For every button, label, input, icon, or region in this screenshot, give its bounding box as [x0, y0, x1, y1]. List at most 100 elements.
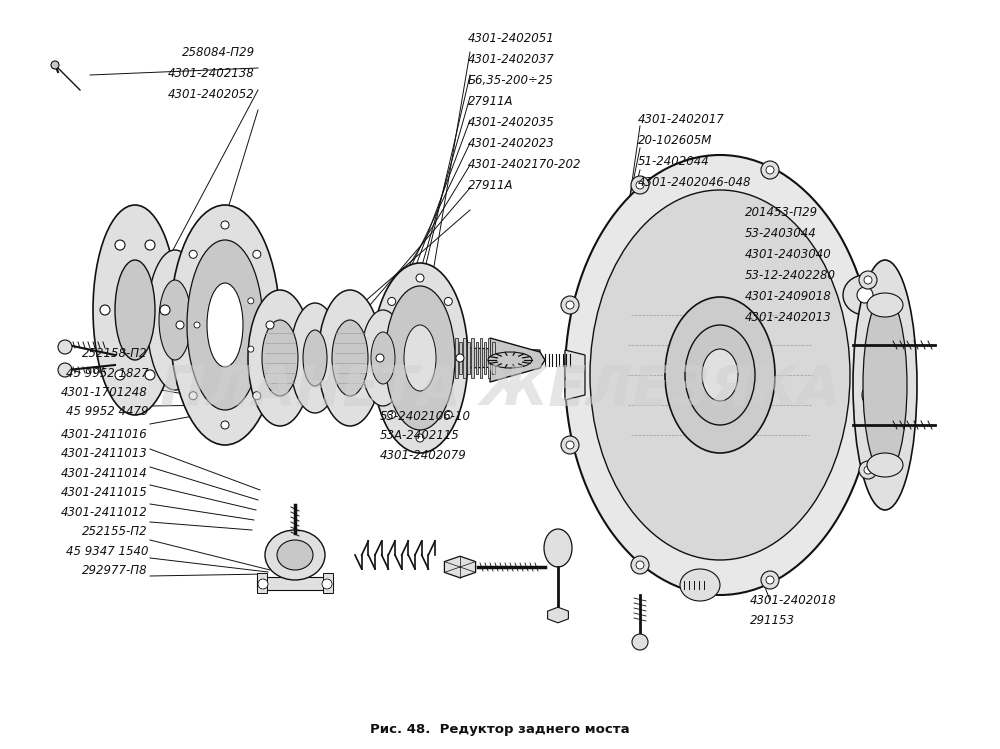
- Ellipse shape: [404, 325, 436, 391]
- Text: 4301-2402035: 4301-2402035: [468, 116, 555, 130]
- Text: 4301-2402013: 4301-2402013: [745, 311, 832, 324]
- Text: 4301-2402046-048: 4301-2402046-048: [638, 176, 752, 189]
- Text: 53А-2402115: 53А-2402115: [380, 429, 460, 443]
- Ellipse shape: [864, 276, 872, 284]
- Text: 4301-2411016: 4301-2411016: [61, 428, 148, 441]
- Ellipse shape: [561, 296, 579, 314]
- Text: 51-2402044: 51-2402044: [638, 155, 710, 169]
- Polygon shape: [257, 573, 267, 593]
- Text: 4301-2402052: 4301-2402052: [168, 88, 255, 101]
- Polygon shape: [565, 350, 585, 400]
- Ellipse shape: [207, 283, 243, 367]
- Ellipse shape: [859, 461, 877, 479]
- Text: 4301-2402017: 4301-2402017: [638, 113, 725, 127]
- Text: 53-2403044: 53-2403044: [745, 227, 817, 240]
- Ellipse shape: [93, 205, 177, 415]
- Text: 45 9952 4479: 45 9952 4479: [66, 405, 148, 419]
- Ellipse shape: [58, 340, 72, 354]
- Ellipse shape: [253, 392, 261, 400]
- Text: 4301-2402170-202: 4301-2402170-202: [468, 158, 582, 172]
- Ellipse shape: [221, 221, 229, 229]
- Text: 45 9347 1540: 45 9347 1540: [66, 545, 148, 558]
- Text: 201453-П29: 201453-П29: [745, 206, 818, 219]
- Ellipse shape: [416, 434, 424, 442]
- Ellipse shape: [388, 410, 396, 419]
- Ellipse shape: [194, 322, 200, 328]
- Ellipse shape: [332, 320, 368, 396]
- Ellipse shape: [685, 325, 755, 425]
- Ellipse shape: [189, 392, 197, 400]
- Text: Рис. 48.  Редуктор заднего моста: Рис. 48. Редуктор заднего моста: [370, 723, 630, 736]
- Text: 53-12-2402280: 53-12-2402280: [745, 269, 836, 282]
- Ellipse shape: [170, 205, 280, 445]
- Text: 292977-П8: 292977-П8: [82, 564, 148, 577]
- Ellipse shape: [159, 280, 191, 360]
- Ellipse shape: [863, 295, 907, 475]
- Ellipse shape: [372, 263, 468, 453]
- Text: 4301-2403040: 4301-2403040: [745, 248, 832, 261]
- Ellipse shape: [680, 569, 720, 601]
- Ellipse shape: [147, 250, 203, 390]
- Ellipse shape: [544, 529, 572, 567]
- Ellipse shape: [761, 571, 779, 589]
- Ellipse shape: [303, 330, 327, 386]
- Bar: [488, 338, 490, 378]
- Ellipse shape: [58, 363, 72, 377]
- Ellipse shape: [565, 155, 875, 595]
- Ellipse shape: [857, 287, 873, 303]
- Ellipse shape: [561, 436, 579, 454]
- Ellipse shape: [253, 250, 261, 258]
- Ellipse shape: [262, 320, 298, 396]
- Ellipse shape: [766, 166, 774, 174]
- Text: 4301-2411012: 4301-2411012: [61, 506, 148, 519]
- Bar: [471, 338, 474, 378]
- Ellipse shape: [248, 290, 312, 426]
- Ellipse shape: [631, 556, 649, 574]
- Ellipse shape: [867, 453, 903, 477]
- Text: 53-2402106-10: 53-2402106-10: [380, 410, 471, 423]
- Ellipse shape: [843, 275, 887, 315]
- Ellipse shape: [632, 634, 648, 650]
- Ellipse shape: [385, 286, 455, 430]
- Ellipse shape: [416, 274, 424, 282]
- Ellipse shape: [444, 297, 452, 306]
- Ellipse shape: [444, 410, 452, 419]
- Ellipse shape: [566, 301, 574, 309]
- Ellipse shape: [361, 310, 405, 406]
- Polygon shape: [490, 338, 545, 382]
- Ellipse shape: [145, 370, 155, 380]
- Text: 27911А: 27911А: [468, 95, 514, 109]
- Ellipse shape: [248, 298, 254, 304]
- Ellipse shape: [590, 190, 850, 560]
- Ellipse shape: [189, 250, 197, 258]
- Polygon shape: [257, 577, 333, 590]
- Ellipse shape: [187, 240, 263, 410]
- Text: 4301-2411014: 4301-2411014: [61, 467, 148, 480]
- Bar: [484, 342, 486, 374]
- Ellipse shape: [160, 305, 170, 315]
- Polygon shape: [444, 557, 476, 577]
- Text: 4301-2409018: 4301-2409018: [745, 290, 832, 303]
- Text: 4301-2402138: 4301-2402138: [168, 67, 255, 80]
- Text: 27911А: 27911А: [468, 179, 514, 192]
- Ellipse shape: [145, 240, 155, 250]
- Text: 4301-2402079: 4301-2402079: [380, 449, 467, 462]
- Ellipse shape: [265, 530, 325, 580]
- Ellipse shape: [766, 576, 774, 584]
- Ellipse shape: [248, 346, 254, 352]
- Ellipse shape: [322, 579, 332, 589]
- Bar: [476, 342, 478, 374]
- Ellipse shape: [115, 240, 125, 250]
- Ellipse shape: [176, 321, 184, 329]
- Polygon shape: [323, 573, 333, 593]
- Bar: [463, 338, 466, 378]
- Ellipse shape: [761, 161, 779, 179]
- Text: 4301-2402051: 4301-2402051: [468, 32, 555, 46]
- Ellipse shape: [864, 466, 872, 474]
- Text: 4301-2402023: 4301-2402023: [468, 137, 555, 151]
- Ellipse shape: [631, 176, 649, 194]
- Text: 4301-2411015: 4301-2411015: [61, 486, 148, 500]
- Ellipse shape: [636, 181, 644, 189]
- Ellipse shape: [51, 61, 59, 69]
- Text: ПЛАНЕТА ЖЕЛЕЗЯКА: ПЛАНЕТА ЖЕЛЕЗЯКА: [160, 363, 840, 417]
